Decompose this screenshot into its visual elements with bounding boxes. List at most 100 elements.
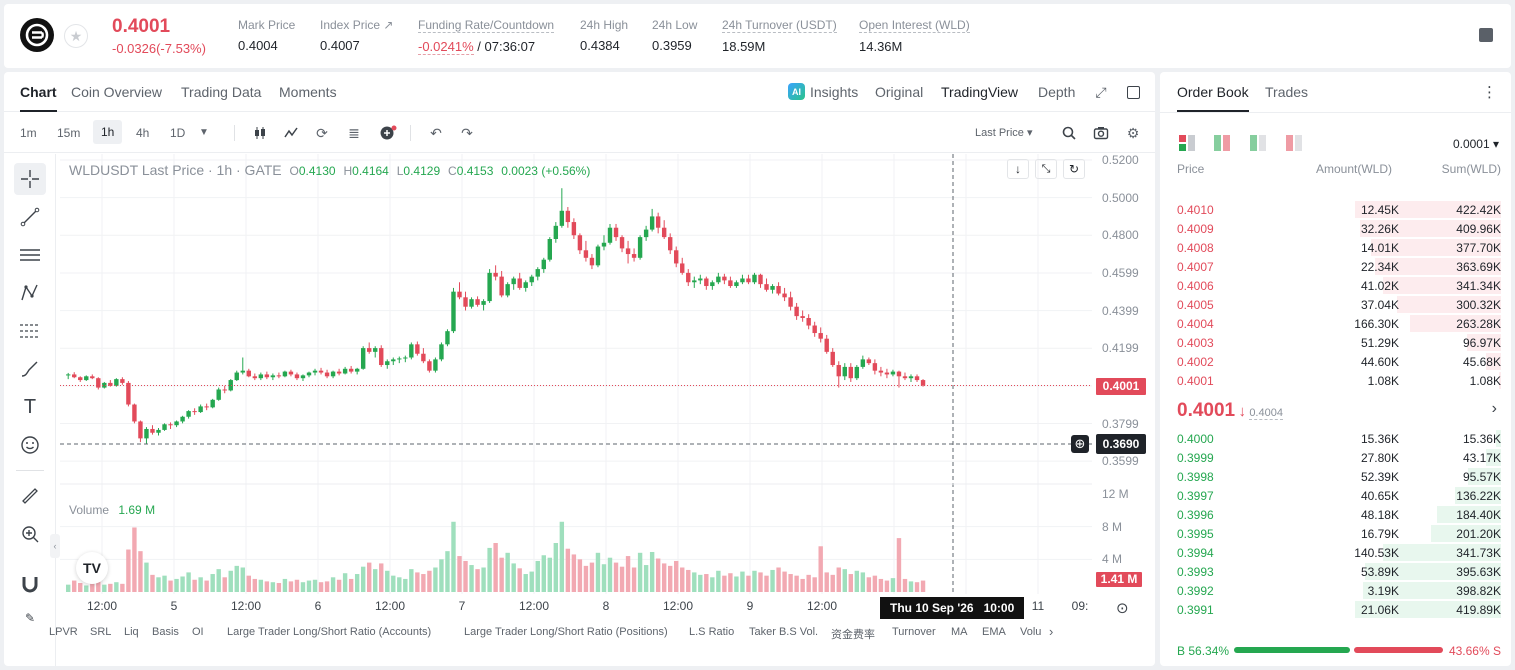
indicator-funding-rate[interactable]: 资金费率	[831, 629, 875, 641]
indicator-ls-ratio[interactable]: L.S Ratio	[689, 626, 735, 638]
bid-row[interactable]: 0.3995 16.79K 201.20K	[1160, 524, 1511, 543]
indicator-lpvr[interactable]: LPVR	[49, 626, 78, 638]
timeframe-4h[interactable]: 4h	[136, 126, 150, 140]
trend-line-tool-icon[interactable]	[14, 201, 46, 233]
book-icon[interactable]	[1479, 28, 1493, 42]
favorite-star-icon[interactable]: ★	[64, 24, 88, 48]
ask-row[interactable]: 0.4002 44.60K 45.68K	[1160, 352, 1511, 371]
horizontal-lines-tool-icon[interactable]	[14, 239, 46, 271]
undo-icon[interactable]: ↶	[430, 125, 442, 141]
price-type-select[interactable]: Last Price ▾	[975, 127, 1033, 139]
replay-icon[interactable]: ⟳	[316, 125, 328, 141]
redo-icon[interactable]: ↷	[461, 125, 473, 141]
add-alert-icon[interactable]: ⊕	[1071, 435, 1089, 454]
scroll-down-icon[interactable]: ↓	[1007, 159, 1029, 179]
ask-row[interactable]: 0.4009 32.26K 409.96K	[1160, 219, 1511, 238]
bid-row[interactable]: 0.3997 40.65K 136.22K	[1160, 486, 1511, 505]
book-asks-icon[interactable]	[1286, 135, 1302, 151]
tab-chart[interactable]: Chart	[20, 84, 57, 112]
more-options-icon[interactable]: ⋮	[1482, 84, 1497, 101]
timeframe-15m[interactable]: 15m	[57, 126, 81, 140]
timeframe-1d[interactable]: 1D	[170, 126, 186, 140]
timeframe-1h[interactable]: 1h	[93, 120, 123, 144]
depth-bar	[1496, 430, 1501, 447]
indicator-basis[interactable]: Basis	[152, 626, 179, 638]
chevron-right-icon[interactable]: ›	[1049, 624, 1054, 639]
book-both-alt-icon[interactable]	[1214, 135, 1230, 151]
indicator-lt-ratio-positions[interactable]: Large Trader Long/Short Ratio (Positions…	[464, 626, 668, 638]
indicator-lt-ratio-accounts[interactable]: Large Trader Long/Short Ratio (Accounts)	[227, 626, 432, 638]
chevron-down-icon[interactable]: ▼	[199, 127, 209, 138]
volume-bar	[836, 567, 841, 592]
crosshair-tool-icon[interactable]	[14, 163, 46, 195]
volume-bar	[354, 574, 360, 592]
pattern-tool-icon[interactable]	[14, 277, 46, 309]
chevron-right-icon[interactable]: ›	[1491, 400, 1497, 417]
time-axis[interactable]: 12:00 5 12:00 6 12:00 7 12:00 8 12:00 9 12:00 11 09:	[60, 594, 1092, 618]
indicator-liq[interactable]: Liq	[124, 626, 139, 638]
bid-row[interactable]: 0.3999 27.80K 43.17K	[1160, 448, 1511, 467]
stat-index-price[interactable]: Index Price ↗ 0.4007	[320, 18, 393, 53]
indicator-srl[interactable]: SRL	[90, 626, 112, 638]
ask-row[interactable]: 0.4006 41.02K 341.34K	[1160, 276, 1511, 295]
precision-select[interactable]: 0.0001 ▾	[1452, 137, 1499, 151]
camera-icon[interactable]	[1093, 125, 1109, 141]
indicator-oi[interactable]: OI	[192, 626, 204, 638]
ask-row[interactable]: 0.4007 22.34K 363.69K	[1160, 257, 1511, 276]
view-tradingview[interactable]: TradingView	[941, 84, 1019, 100]
search-icon[interactable]	[1061, 125, 1077, 141]
indicator-turnover[interactable]: Turnover	[892, 626, 936, 638]
brush-tool-icon[interactable]	[14, 353, 46, 385]
book-both-icon[interactable]	[1179, 135, 1195, 151]
text-tool-icon[interactable]: T	[23, 395, 37, 418]
price-axis[interactable]: 0.5200 0.5000 0.4800 0.4599 0.4399 0.4199 0.37…	[1092, 153, 1155, 594]
ask-row[interactable]: 0.4004 166.30K 263.28K	[1160, 314, 1511, 333]
collapse-toolbar-icon[interactable]: ‹	[50, 534, 60, 558]
price-chart[interactable]	[60, 154, 1092, 594]
tab-trading-data[interactable]: Trading Data	[181, 84, 262, 100]
ask-row[interactable]: 0.4008 14.01K 377.70K	[1160, 238, 1511, 257]
tab-coin-overview[interactable]: Coin Overview	[71, 84, 163, 100]
ask-row[interactable]: 0.4010 12.45K 422.42K	[1160, 200, 1511, 219]
ask-row[interactable]: 0.4003 51.29K 96.97K	[1160, 333, 1511, 352]
bid-row[interactable]: 0.3991 21.06K 419.89K	[1160, 600, 1511, 619]
refresh-icon[interactable]: ↻	[1063, 159, 1085, 179]
tradingview-logo-icon[interactable]: TV	[76, 552, 108, 584]
view-depth[interactable]: Depth	[1038, 84, 1076, 100]
tab-order-book[interactable]: Order Book	[1177, 84, 1249, 112]
fib-tool-icon[interactable]	[14, 315, 46, 347]
tab-moments[interactable]: Moments	[279, 84, 337, 100]
indicator-ma[interactable]: MA	[951, 626, 968, 638]
magnet-icon[interactable]	[14, 568, 46, 600]
indicator-taker-bs-vol[interactable]: Taker B.S Vol.	[749, 626, 819, 638]
collapse-icon[interactable]: ⤡	[1035, 159, 1057, 179]
zoom-in-icon[interactable]	[14, 518, 46, 550]
bid-row[interactable]: 0.3998 52.39K 95.57K	[1160, 467, 1511, 486]
ask-row[interactable]: 0.4005 37.04K 300.32K	[1160, 295, 1511, 314]
fullscreen-icon[interactable]	[1127, 86, 1140, 99]
bid-row[interactable]: 0.3993 53.89K 395.63K	[1160, 562, 1511, 581]
bid-row[interactable]: 0.4000 15.36K 15.36K	[1160, 429, 1511, 448]
ruler-tool-icon[interactable]	[14, 480, 46, 512]
timeframe-1m[interactable]: 1m	[20, 126, 37, 140]
indicator-volume[interactable]: Volu	[1020, 626, 1042, 638]
candle-body	[318, 370, 324, 373]
pencil-icon[interactable]: ✎	[24, 611, 36, 625]
indicators-icon[interactable]	[283, 125, 299, 141]
candlestick-type-icon[interactable]	[253, 125, 269, 141]
indicator-ema[interactable]: EMA	[982, 626, 1006, 638]
timezone-settings-icon[interactable]: ⊙	[1116, 600, 1129, 617]
book-bids-icon[interactable]	[1250, 135, 1266, 151]
bid-row[interactable]: 0.3994 140.53K 341.73K	[1160, 543, 1511, 562]
view-original[interactable]: Original	[875, 84, 924, 100]
view-insights[interactable]: Insights	[810, 84, 859, 100]
emoji-tool-icon[interactable]	[14, 429, 46, 461]
expand-icon[interactable]: ⤢	[1095, 84, 1107, 100]
bid-row[interactable]: 0.3992 3.19K 398.82K	[1160, 581, 1511, 600]
add-indicator-icon[interactable]	[379, 125, 397, 141]
gear-icon[interactable]: ⚙	[1126, 125, 1140, 141]
bid-row[interactable]: 0.3996 48.18K 184.40K	[1160, 505, 1511, 524]
tab-trades[interactable]: Trades	[1265, 84, 1309, 100]
templates-icon[interactable]: ≣	[348, 125, 360, 141]
ask-row[interactable]: 0.4001 1.08K 1.08K	[1160, 371, 1511, 390]
